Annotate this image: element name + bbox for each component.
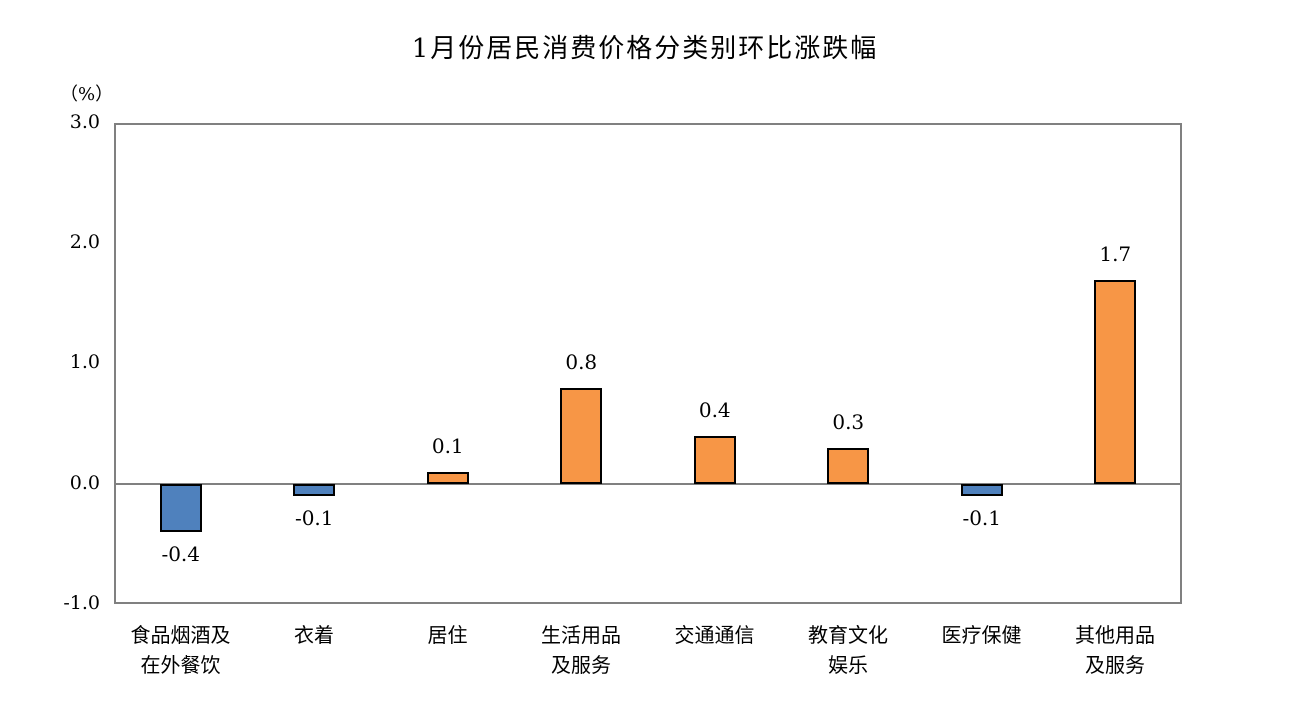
bar [827,447,870,484]
bar [960,484,1003,497]
x-tick-label: 医疗保健 [941,623,1022,647]
plot-area [114,123,1182,604]
x-tick-label: 食品烟酒及 在外餐饮 [130,623,231,677]
x-tick-label: 居住 [427,623,468,647]
value-label: -0.1 [294,506,334,531]
bar [560,387,603,484]
y-tick: 0.0 [69,472,100,494]
value-label: 0.4 [698,397,731,422]
y-axis-unit: （%） [60,84,114,105]
x-tick-label: 其他用品 及服务 [1075,623,1155,677]
value-label: 0.1 [431,433,464,458]
value-label: 1.7 [1099,241,1132,266]
y-tick: 2.0 [69,231,100,253]
bar [426,471,469,484]
x-tick-label: 教育文化 娱乐 [808,623,888,677]
zero-line [114,483,1182,485]
bar [293,484,336,497]
value-label: 0.8 [565,349,598,374]
chart-title: 1月份居民消费价格分类别环比涨跌幅 [411,34,879,64]
bar [693,435,736,484]
x-tick-label: 交通通信 [674,623,755,647]
y-tick: 1.0 [69,351,100,373]
value-label: 0.3 [832,409,865,434]
x-tick-label: 衣着 [294,623,334,647]
y-tick: -1.0 [63,592,100,614]
bar [1094,279,1137,484]
value-label: -0.1 [962,506,1002,531]
y-tick: 3.0 [69,111,100,133]
x-tick-label: 生活用品 及服务 [541,623,621,677]
bar [159,484,202,533]
value-label: -0.4 [161,542,201,567]
